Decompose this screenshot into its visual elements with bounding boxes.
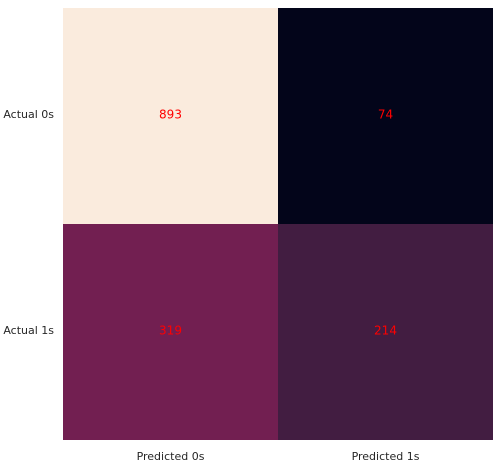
heatmap-cell-r1-c0 [63,224,278,440]
heatmap-cells [63,8,493,440]
cell-annotations: 893 74 319 214 [159,108,397,338]
y-tick-label-1: Actual 1s [3,324,54,337]
heatmap-cell-r0-c1 [278,8,493,224]
cell-value-label-r0-c1: 74 [378,108,393,122]
cell-value-label-r1-c1: 214 [374,324,397,338]
x-tick-label-0: Predicted 0s [137,450,205,463]
cell-value-label-r1-c0: 319 [159,324,182,338]
cell-value-label-r0-c0: 893 [159,108,182,122]
y-tick-labels: Actual 0s Actual 1s [3,108,54,337]
heatmap-cell-r1-c1 [278,224,493,440]
x-tick-labels: Predicted 0s Predicted 1s [137,450,420,463]
x-tick-label-1: Predicted 1s [352,450,420,463]
y-tick-label-0: Actual 0s [3,108,54,121]
heatmap-cell-r0-c0 [63,8,278,224]
